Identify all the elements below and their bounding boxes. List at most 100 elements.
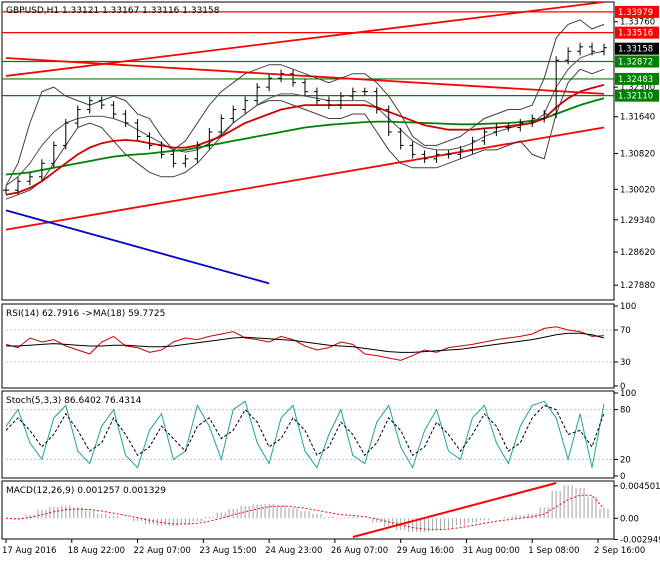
time-tick-label: 2 Sep 16:00 — [594, 546, 645, 556]
stoch-d-line — [5, 404, 605, 457]
price-bar — [433, 150, 440, 163]
price-bar — [553, 56, 560, 119]
price-bar — [182, 154, 189, 168]
price-bar — [529, 114, 536, 128]
price-label-text-5: 1.32110 — [618, 92, 653, 102]
macd-y-tick-label: 0.004501 — [620, 482, 660, 492]
price-bar — [158, 141, 165, 159]
time-tick-label: 23 Aug 15:00 — [199, 546, 256, 556]
price-label-layer: 1.33979 1.33516 1.33158 1.32872 1.32483 1.321… — [615, 5, 659, 102]
main-y-tick-label: 1.30820 — [620, 149, 655, 159]
main-plot-layer — [2, 2, 614, 285]
price-label-text-2: 1.33158 — [618, 45, 653, 55]
trend-line-2 — [5, 57, 605, 95]
price-bar — [313, 87, 320, 105]
price-bar — [278, 69, 285, 83]
macd-panel — [1, 480, 615, 540]
price-bar — [577, 42, 584, 56]
stoch-header: Stoch(5,3,3) 86.6402 76.4314 — [6, 396, 142, 406]
rsi-header: RSI(14) 62.7916 ->MA(18) 59.7725 — [6, 309, 165, 319]
price-label-text-0: 1.33979 — [618, 8, 653, 18]
stoch-y-tick-label: 20 — [620, 455, 631, 465]
stoch-k-line — [5, 400, 605, 469]
price-bar — [421, 150, 428, 163]
main-panel — [1, 1, 615, 301]
stoch-plot-layer — [2, 400, 614, 469]
rsi-y-tick-label: 30 — [620, 358, 631, 368]
price-bar — [134, 118, 141, 141]
price-bar — [98, 96, 105, 110]
price-bar — [218, 114, 225, 136]
price-bar — [373, 87, 380, 114]
price-bar — [206, 127, 213, 150]
bollinger-lower-line — [5, 68, 605, 200]
price-label-box-1 — [615, 26, 659, 39]
price-bar — [337, 92, 344, 110]
price-bar — [325, 96, 332, 110]
price-bar — [349, 87, 356, 101]
price-bar — [146, 132, 153, 150]
stoch-y-tick-label: 0 — [620, 472, 625, 482]
price-label-text-4: 1.32483 — [618, 75, 653, 85]
price-bar — [541, 109, 548, 123]
price-bar — [122, 109, 129, 128]
price-label-box-0 — [615, 5, 659, 18]
price-bar — [170, 150, 177, 168]
price-bar — [409, 141, 416, 159]
time-tick-label: 1 Sep 08:00 — [528, 546, 579, 556]
rsi-y-tick-label: 0 — [620, 382, 625, 392]
trend-line-3 — [5, 209, 270, 285]
macd-header: MACD(12,26,9) 0.001257 0.001329 — [6, 486, 166, 496]
trend-line-1 — [5, 126, 605, 231]
main-y-tick-label: 1.28620 — [620, 248, 655, 258]
price-bar — [589, 42, 596, 56]
price-bar — [302, 78, 308, 96]
price-label-box-5 — [615, 89, 659, 102]
rsi-plot-layer — [2, 326, 614, 363]
main-y-tick-label: 1.32300 — [620, 83, 655, 93]
price-bar — [242, 96, 249, 114]
macd-plot-layer — [5, 482, 609, 538]
stoch-y-tick-label: 80 — [620, 406, 631, 416]
moving-average-green-line — [5, 97, 605, 176]
price-bar — [230, 105, 237, 123]
price-bar — [194, 141, 201, 163]
price-bar — [445, 150, 452, 159]
macd-y-tick-label: -0.002949 — [620, 536, 660, 546]
time-tick-label: 26 Aug 07:00 — [331, 546, 388, 556]
price-bar — [361, 87, 368, 96]
price-bar — [266, 74, 273, 92]
macd-trend-line — [352, 482, 557, 538]
price-label-box-2 — [615, 42, 659, 55]
main-y-tick-label: 1.31640 — [620, 113, 655, 123]
price-bar — [397, 127, 404, 150]
rsi-line — [5, 326, 605, 361]
main-header: GBPUSD,H1 1.33121 1.33167 1.33116 1.3315… — [6, 6, 220, 16]
time-tick-label: 29 Aug 16:00 — [397, 546, 454, 556]
price-bar — [385, 105, 392, 136]
stoch-panel — [1, 390, 615, 479]
price-label-box-3 — [615, 55, 659, 68]
price-bar — [601, 43, 607, 56]
price-bar — [50, 141, 57, 168]
main-y-tick-label: 1.29340 — [620, 216, 655, 226]
moving-average-dark-line — [5, 50, 605, 187]
price-bar — [38, 159, 45, 181]
time-tick-label: 31 Aug 00:00 — [462, 546, 519, 556]
time-tick-label: 17 Aug 2016 — [2, 546, 56, 556]
price-bar — [469, 136, 476, 154]
price-bar — [493, 123, 500, 136]
rsi-y-tick-label: 70 — [620, 326, 631, 336]
rsi-y-tick-label: 100 — [620, 302, 636, 312]
price-bar — [565, 47, 572, 65]
macd-y-tick-label: 0.00 — [620, 514, 639, 524]
price-bar — [86, 96, 93, 114]
price-bar — [14, 177, 21, 195]
price-bar — [26, 172, 33, 186]
price-bar — [481, 127, 488, 145]
moving-average-red-line — [5, 84, 605, 196]
main-y-tick-label: 1.27880 — [620, 281, 655, 291]
main-y-tick-label: 1.33760 — [620, 18, 655, 28]
price-bar — [254, 83, 261, 105]
macd-signal-line — [5, 494, 605, 531]
